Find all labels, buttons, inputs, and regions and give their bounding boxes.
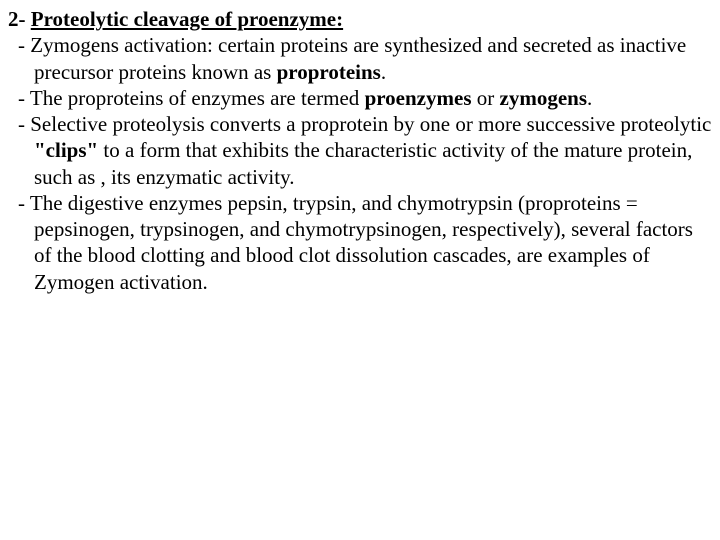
bullet-item-2: - The proproteins of enzymes are termed … <box>8 85 712 111</box>
text-fragment: - Selective proteolysis converts a propr… <box>18 112 711 136</box>
text-fragment: - The proproteins of enzymes are termed <box>18 86 365 110</box>
term-proproteins: proproteins <box>277 60 381 84</box>
term-clips: "clips" <box>34 138 98 162</box>
text-fragment: to a form that exhibits the characterist… <box>34 138 692 188</box>
term-zymogens: zymogens <box>500 86 588 110</box>
heading-text: Proteolytic cleavage of proenzyme: <box>31 7 343 31</box>
text-fragment: or <box>472 86 500 110</box>
bullet-item-3: - Selective proteolysis converts a propr… <box>8 111 712 190</box>
text-fragment: . <box>587 86 592 110</box>
term-proenzymes: proenzymes <box>365 86 472 110</box>
section-heading: 2- Proteolytic cleavage of proenzyme: <box>8 6 712 32</box>
bullet-item-4: - The digestive enzymes pepsin, trypsin,… <box>8 190 712 295</box>
text-fragment: - The digestive enzymes pepsin, trypsin,… <box>18 191 693 294</box>
bullet-item-1: - Zymogens activation: certain proteins … <box>8 32 712 85</box>
text-fragment: . <box>381 60 386 84</box>
heading-number: 2- <box>8 7 31 31</box>
document-page: 2- Proteolytic cleavage of proenzyme: - … <box>0 0 720 301</box>
